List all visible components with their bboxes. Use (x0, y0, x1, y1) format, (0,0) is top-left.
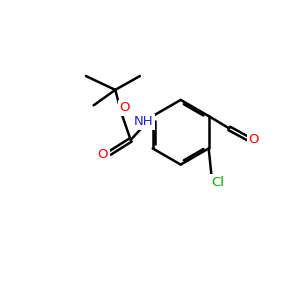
Text: O: O (98, 148, 108, 161)
Text: O: O (119, 101, 130, 114)
Text: Cl: Cl (211, 176, 224, 189)
Text: O: O (249, 133, 259, 146)
Text: NH: NH (134, 116, 153, 128)
